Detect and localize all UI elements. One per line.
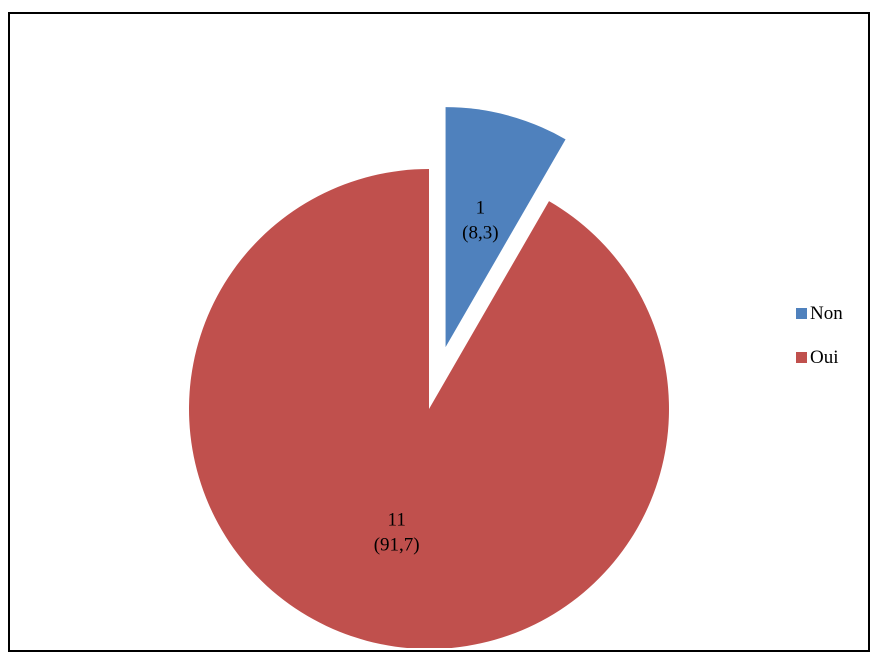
legend-item-non: Non [796,300,843,326]
legend-swatch-non [796,307,807,319]
data-label-oui-count: 11 [388,510,406,531]
legend-item-oui: Oui [796,344,843,370]
pie-slice-non [445,107,566,348]
pie-slice-oui [189,169,669,648]
data-label-non-percent: (8,3) [462,222,498,243]
data-label-oui-percent: (91,7) [374,535,420,556]
legend-label-non: Non [810,302,843,324]
legend-swatch-oui [796,351,807,363]
data-label-non-count: 1 [476,197,486,218]
legend: Non Oui [796,300,843,388]
legend-label-oui: Oui [810,346,839,368]
